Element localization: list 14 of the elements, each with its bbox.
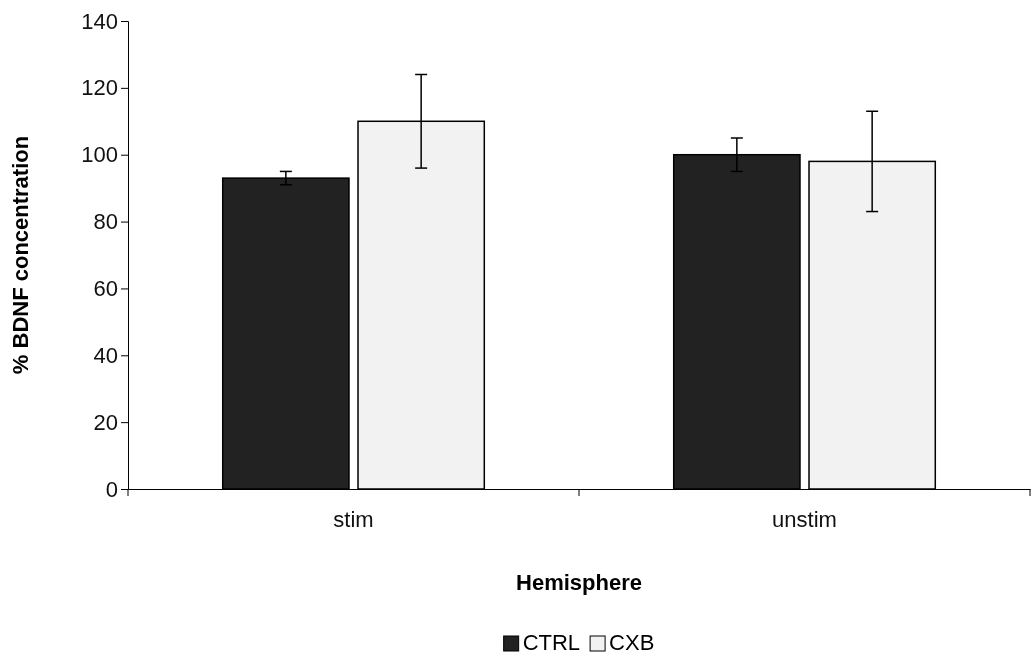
y-tick-label: 0 bbox=[105, 476, 118, 502]
legend-label: CTRL bbox=[522, 630, 581, 655]
y-tick-label: 80 bbox=[93, 209, 118, 235]
y-tick-label: 60 bbox=[93, 275, 118, 301]
y-tick-label: 140 bbox=[81, 8, 118, 34]
y-tick-label: 100 bbox=[81, 142, 118, 168]
x-axis-title: Hemisphere bbox=[516, 570, 642, 595]
y-axis-title: % BDNF concentration bbox=[8, 135, 33, 375]
y-tick-label: 40 bbox=[93, 342, 118, 368]
x-tick-label: unstim bbox=[772, 507, 837, 533]
y-tick-label: 120 bbox=[81, 75, 118, 101]
legend-label: CXB bbox=[609, 630, 655, 655]
y-tick-label: 20 bbox=[93, 409, 118, 435]
x-tick-label: stim bbox=[333, 507, 374, 533]
